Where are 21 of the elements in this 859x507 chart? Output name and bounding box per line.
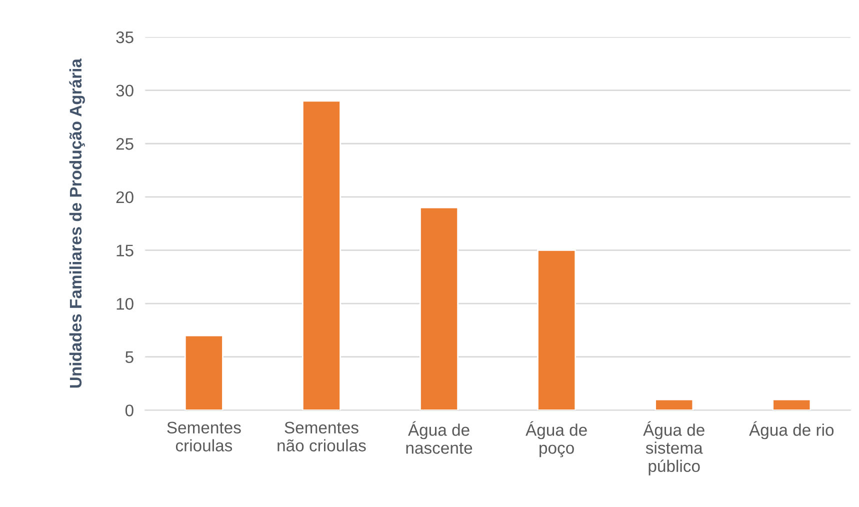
x-tick-label: Água de nascente xyxy=(406,421,472,454)
bar xyxy=(654,398,694,410)
x-tick-label: Água de poço xyxy=(526,421,587,458)
y-axis-title: Unidades Familiares de Produção Agrária xyxy=(69,58,85,388)
y-tick-label: 0 xyxy=(125,404,134,416)
y-tick-label: 5 xyxy=(125,351,134,364)
x-tick-label: Sementes não crioulas xyxy=(278,422,366,452)
y-tick-label: 25 xyxy=(116,138,134,150)
x-tick-label: Água de rio xyxy=(749,421,834,440)
y-tick-label: 15 xyxy=(116,244,134,256)
bar xyxy=(537,250,576,410)
bar xyxy=(772,398,812,410)
x-tick-label: Água de sistema público xyxy=(643,421,704,476)
y-tick-label: 35 xyxy=(116,31,134,44)
bar xyxy=(184,334,224,410)
bar xyxy=(420,206,459,410)
y-tick-label: 20 xyxy=(116,191,134,204)
bar xyxy=(302,100,341,410)
y-tick-label: 10 xyxy=(116,298,134,310)
x-tick-label: Sementes crioulas xyxy=(167,422,241,452)
y-tick-label: 30 xyxy=(116,84,134,97)
